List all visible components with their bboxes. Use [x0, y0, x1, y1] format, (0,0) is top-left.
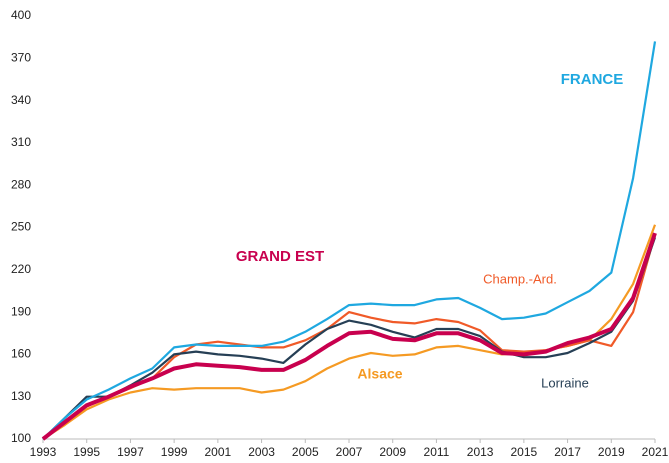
x-tick-label: 2003	[248, 445, 275, 459]
x-tick-label: 2017	[554, 445, 581, 459]
series-line	[42, 41, 657, 440]
y-tick-label: 190	[11, 304, 31, 318]
y-tick-label: 400	[11, 8, 31, 22]
y-tick-label: 370	[11, 50, 31, 64]
x-tick-label: 2013	[467, 445, 494, 459]
y-tick-label: 280	[11, 177, 31, 191]
series-label: Champ.-Ard.	[483, 271, 557, 286]
x-tick-label: 1999	[161, 445, 188, 459]
x-tick-label: 2021	[642, 445, 669, 459]
series-label: GRAND EST	[236, 248, 324, 265]
y-tick-label: 220	[11, 262, 31, 276]
series-line	[42, 237, 657, 440]
x-tick-label: 1995	[73, 445, 100, 459]
series-label: Lorraine	[541, 375, 589, 390]
x-tick-label: 2011	[424, 445, 450, 459]
series-line	[42, 234, 657, 440]
x-tick-label: 2005	[292, 445, 319, 459]
x-tick-label: 2009	[379, 445, 406, 459]
x-tick-label: 2001	[205, 445, 232, 459]
x-tick-label: 2019	[598, 445, 625, 459]
x-tick-label: 1997	[117, 445, 144, 459]
series-label: FRANCE	[561, 71, 624, 88]
y-tick-label: 130	[11, 389, 31, 403]
y-tick-label: 340	[11, 93, 31, 107]
x-tick-label: 1993	[30, 445, 57, 459]
y-tick-label: 250	[11, 220, 31, 234]
y-tick-label: 160	[11, 347, 31, 361]
y-tick-label: 100	[11, 431, 31, 445]
x-tick-label: 2007	[336, 445, 363, 459]
y-tick-label: 310	[11, 135, 31, 149]
series-line	[41, 232, 657, 441]
series-label: Alsace	[357, 366, 402, 382]
x-tick-label: 2015	[511, 445, 538, 459]
